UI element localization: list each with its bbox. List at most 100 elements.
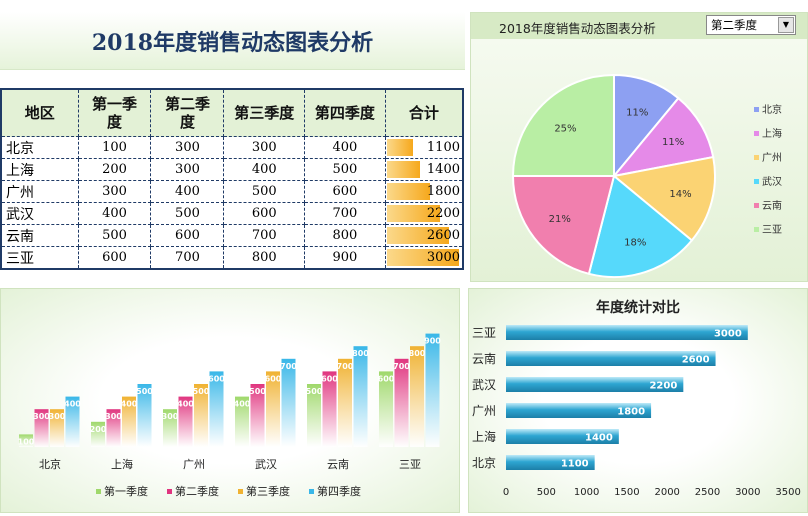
cell-total: 1100 <box>384 136 464 159</box>
column-value-label: 600 <box>208 374 225 383</box>
total-data-bar <box>386 139 414 156</box>
column-bar <box>163 409 177 447</box>
header-q4: 第四季度 <box>304 88 386 137</box>
cell-q4: 400 <box>304 136 386 159</box>
hbar-value-label: 1800 <box>617 407 645 418</box>
cell-q2: 600 <box>150 224 225 247</box>
cell-total: 2200 <box>384 202 464 225</box>
column-chart-panel: 100 300 300 400 北京 200 300 400 500 上海 300 400 500 600… <box>0 288 460 513</box>
hbar-bar <box>506 325 748 340</box>
table-row: 云南 500 600 700 800 2600 <box>0 224 464 247</box>
legend-label: 第一季度 <box>104 484 148 498</box>
total-data-bar <box>386 205 440 222</box>
cell-total: 2600 <box>384 224 464 247</box>
pie-slice-label: 18% <box>624 237 646 248</box>
column-bar <box>425 333 440 447</box>
cell-q4: 600 <box>304 180 386 203</box>
legend-swatch <box>238 489 243 494</box>
table-row: 三亚 600 700 800 900 3000 <box>0 246 464 270</box>
cell-region: 三亚 <box>0 246 79 270</box>
total-value: 1400 <box>426 162 460 177</box>
column-bar <box>19 434 33 447</box>
column-bar <box>307 384 321 447</box>
chart-title: 年度统计对比 <box>596 299 680 316</box>
sales-table-panel: 地区 第一季度 第二季度 第三季度 第四季度 合计 北京 100 300 300 400… <box>0 88 465 283</box>
legend-label: 第二季度 <box>175 484 219 498</box>
column-bar <box>322 371 337 447</box>
cell-total: 1400 <box>384 158 464 181</box>
cell-q2: 700 <box>150 246 225 270</box>
cell-region: 云南 <box>0 224 79 247</box>
column-value-label: 500 <box>193 387 210 396</box>
x-tick-label: 0 <box>503 487 509 498</box>
cell-q1: 300 <box>77 180 152 203</box>
pie-header-title: 2018年度销售动态图表分析 <box>499 21 656 36</box>
pie-slice <box>587 174 694 278</box>
column-category-label: 武汉 <box>255 458 277 471</box>
cell-q4: 800 <box>304 224 386 247</box>
cell-q1: 400 <box>77 202 152 225</box>
chevron-down-icon[interactable]: ▼ <box>778 17 794 33</box>
column-bar <box>379 371 393 447</box>
sales-table: 地区 第一季度 第二季度 第三季度 第四季度 合计 北京 100 300 300 400… <box>0 88 464 270</box>
legend-swatch <box>309 489 314 494</box>
total-value: 3000 <box>426 250 460 265</box>
legend-swatch <box>754 155 759 160</box>
hbar-bar <box>506 351 716 366</box>
table-header-row: 地区 第一季度 第二季度 第三季度 第四季度 合计 <box>0 88 464 137</box>
column-value-label: 500 <box>136 387 153 396</box>
table-row: 上海 200 300 400 500 1400 <box>0 158 464 181</box>
pie-slice <box>611 155 716 242</box>
cell-q2: 300 <box>150 158 225 181</box>
hbar-category-label: 广州 <box>472 404 496 418</box>
column-category-label: 云南 <box>327 458 349 471</box>
cell-q4: 900 <box>304 246 386 270</box>
column-value-label: 600 <box>265 374 282 383</box>
column-value-label: 600 <box>378 374 395 383</box>
legend-label: 第四季度 <box>317 484 361 498</box>
pie-slice-label: 11% <box>662 137 684 148</box>
quarter-select[interactable]: 第二季度 ▼ <box>706 15 796 35</box>
column-bar <box>410 346 424 447</box>
column-category-label: 三亚 <box>399 458 421 471</box>
pie-chart-panel: 2018年度销售动态图表分析 第二季度 ▼ 11% 11% 14% 18% 21% 25%… <box>470 12 808 282</box>
column-value-label: 300 <box>49 412 66 421</box>
column-value-label: 400 <box>177 400 194 409</box>
column-value-label: 700 <box>337 362 354 371</box>
column-value-label: 700 <box>393 362 410 371</box>
x-tick-label: 2500 <box>695 487 720 498</box>
x-tick-label: 1000 <box>574 487 599 498</box>
column-value-label: 400 <box>234 400 251 409</box>
total-data-bar <box>386 183 430 200</box>
cell-q3: 600 <box>223 202 306 225</box>
column-bar <box>353 346 368 447</box>
total-value: 2600 <box>426 228 460 243</box>
hbar-bar <box>506 429 619 444</box>
column-bar <box>178 396 193 447</box>
cell-q4: 500 <box>304 158 386 181</box>
hbar-bar <box>506 455 595 470</box>
title-panel: 2018年度销售动态图表分析 <box>0 12 465 70</box>
column-bar <box>50 409 64 447</box>
table-row: 广州 300 400 500 600 1800 <box>0 180 464 203</box>
column-value-label: 400 <box>121 400 138 409</box>
table-row: 武汉 400 500 600 700 2200 <box>0 202 464 225</box>
legend-label: 武汉 <box>762 175 782 188</box>
legend-swatch <box>754 107 759 112</box>
legend-label: 北京 <box>762 103 782 116</box>
cell-q3: 800 <box>223 246 306 270</box>
cell-region: 北京 <box>0 136 79 159</box>
total-value: 1800 <box>426 184 460 199</box>
legend-swatch <box>96 489 101 494</box>
legend-label: 第三季度 <box>246 484 290 498</box>
column-value-label: 100 <box>18 437 35 446</box>
cell-q4: 700 <box>304 202 386 225</box>
column-bar <box>266 371 280 447</box>
total-data-bar <box>386 161 421 178</box>
legend-swatch <box>754 179 759 184</box>
cell-q2: 500 <box>150 202 225 225</box>
column-value-label: 400 <box>64 400 81 409</box>
cell-q3: 500 <box>223 180 306 203</box>
column-bar <box>281 358 296 447</box>
